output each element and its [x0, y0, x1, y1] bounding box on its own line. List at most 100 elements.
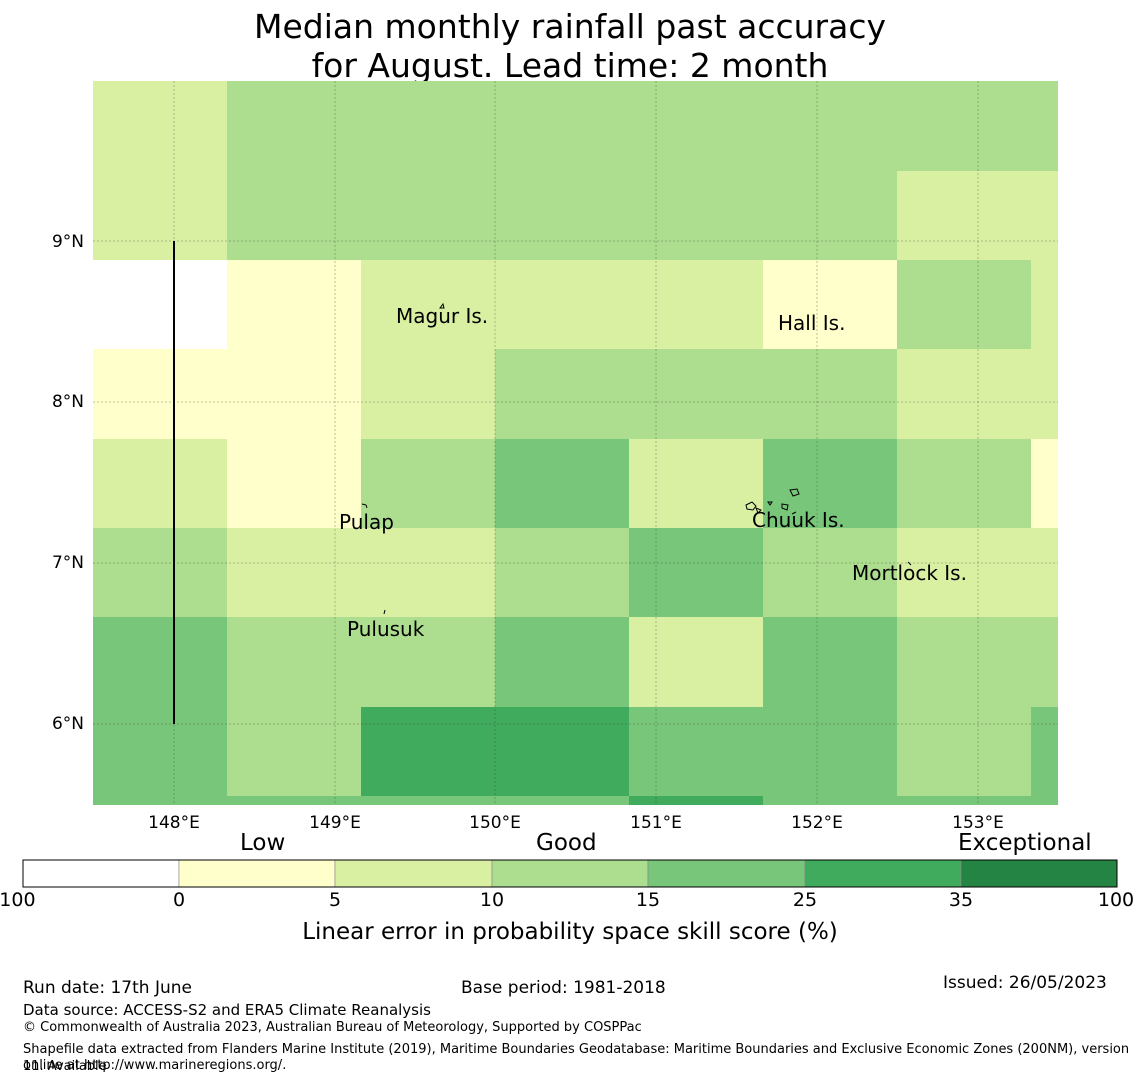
grid-cell [629, 439, 763, 528]
grid-cell [361, 617, 495, 707]
lon-label: 148°E [148, 813, 200, 833]
place-label-magur: Magur Is. [396, 304, 488, 328]
grid-cell [763, 617, 897, 707]
grid-cell [495, 260, 629, 349]
place-label-pulap: Pulap [339, 510, 394, 534]
grid-cell [763, 171, 897, 260]
grid-cell [227, 81, 361, 171]
lat-label: 8°N [52, 392, 84, 412]
grid-cell [629, 617, 763, 707]
colorbar [22, 859, 1118, 888]
grid-cell [227, 617, 361, 707]
grid-cell [93, 349, 227, 439]
grid-cell [227, 260, 361, 349]
grid-cell [763, 439, 897, 528]
grid-cell [763, 796, 897, 805]
colorbar-swatch [178, 859, 336, 888]
grid-cell [1031, 617, 1058, 707]
grid-cell [1031, 171, 1058, 260]
mortlock-island-shape [907, 561, 912, 566]
island-outlines [361, 302, 912, 615]
colorbar-tick: 25 [792, 889, 818, 911]
colorbar-tick: -100 [0, 889, 36, 911]
lon-label: 153°E [952, 813, 1004, 833]
grid-cell [1031, 349, 1058, 439]
grid-cell [227, 528, 361, 617]
grid-cell [361, 439, 495, 528]
latitude-labels: 9°N 8°N 7°N 6°N [52, 232, 84, 734]
colorbar-tick: 0 [172, 889, 186, 911]
grid-cell [227, 796, 361, 805]
grid-cell [763, 528, 897, 617]
grid-cell [93, 171, 227, 260]
grid-cell [361, 528, 495, 617]
grid-cell [495, 796, 629, 805]
grid-cell [495, 171, 629, 260]
grid-cell [93, 617, 227, 707]
run-date: Run date: 17th June [23, 978, 192, 998]
colorbar-tick: 5 [328, 889, 342, 911]
chuuk-island-shape [745, 488, 800, 515]
map-title-line1: Median monthly rainfall past accuracy [253, 7, 887, 46]
colorbar-swatch [804, 859, 962, 888]
colorbar-tick: 10 [479, 889, 505, 911]
grid-cell [629, 260, 763, 349]
grid-cell [93, 260, 227, 349]
place-label-pulusuk: Pulusuk [347, 617, 425, 641]
issued-date: Issued: 26/05/2023 [943, 973, 1107, 993]
place-label-mortlock: Mortlock Is. [852, 561, 967, 585]
grid-cell [361, 707, 495, 796]
grid-cell [897, 171, 1031, 260]
grid-cell [93, 439, 227, 528]
data-source: Data source: ACCESS-S2 and ERA5 Climate … [23, 1001, 431, 1019]
colorbar-swatch [960, 859, 1118, 888]
grid-cell [629, 81, 763, 171]
grid-cell [93, 707, 227, 796]
grid-cell [763, 707, 897, 796]
lat-label: 6°N [52, 714, 84, 734]
grid-cell [227, 439, 361, 528]
colorbar-axis-label: Linear error in probability space skill … [302, 919, 838, 945]
map-title-line2: for August. Lead time: 2 month [311, 46, 829, 85]
grid-cell [495, 617, 629, 707]
colorbar-swatch [647, 859, 806, 888]
grid-cell [1031, 707, 1058, 796]
grid-cell [897, 260, 1031, 349]
grid-cell [495, 349, 629, 439]
grid-cell [361, 260, 495, 349]
shapefile-credit-line2: online at http://www.marineregions.org/. [23, 1058, 287, 1073]
shapefile-credit-line1: Shapefile data extracted from Flanders M… [23, 1042, 1130, 1074]
grid-cell [897, 528, 1031, 617]
grid-cell [629, 349, 763, 439]
longitude-labels: 148°E 149°E 150°E 151°E 152°E 153°E [148, 813, 1004, 833]
grid-cell [1031, 439, 1058, 528]
colorbar-tick: 35 [948, 889, 974, 911]
grid-cell [361, 81, 495, 171]
colorbar-swatch [491, 859, 649, 888]
grid-cell [763, 260, 897, 349]
graticule [93, 81, 1058, 805]
grid-cell [361, 349, 495, 439]
grid-cell [763, 349, 897, 439]
grid-cell [1031, 81, 1058, 171]
base-period: Base period: 1981-2018 [461, 978, 666, 998]
grid-cell [897, 349, 1031, 439]
grid-cell [495, 81, 629, 171]
grid-cell [93, 796, 227, 805]
grid-cell [629, 707, 763, 796]
place-label-chuuk: Chuuk Is. [752, 508, 845, 532]
grid-cell [629, 796, 763, 805]
pulusuk-island-shape [383, 609, 386, 615]
grid-cell [897, 81, 1031, 171]
copyright-notice: © Commonwealth of Australia 2023, Austra… [23, 1020, 642, 1035]
grid-cell [495, 707, 629, 796]
colorbar-category-exceptional: Exceptional [958, 830, 1092, 856]
grid-cell [897, 796, 1031, 805]
magur-island-shape [439, 302, 445, 309]
grid-cell [93, 81, 227, 171]
lat-label: 9°N [52, 232, 84, 252]
grid-cell [763, 81, 897, 171]
colorbar-swatch [334, 859, 493, 888]
grid-cell [629, 528, 763, 617]
